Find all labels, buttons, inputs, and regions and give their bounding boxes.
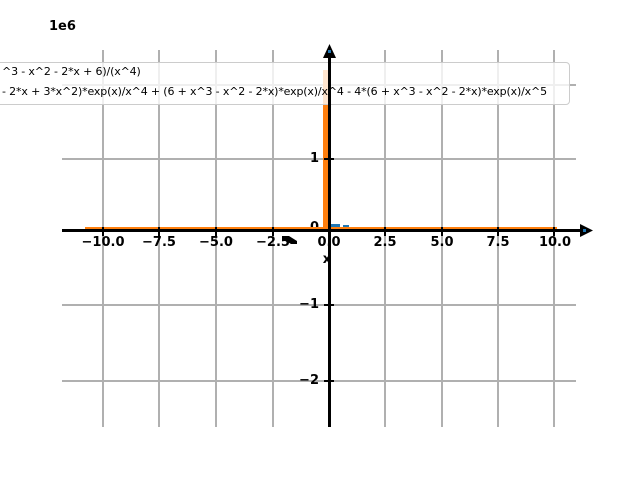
mouse-cursor-icon bbox=[282, 236, 297, 244]
x-tick-label: −5.0 bbox=[199, 235, 233, 250]
gridline bbox=[553, 50, 555, 427]
x-tick-label: 10.0 bbox=[538, 235, 572, 250]
x-axis-arrow-icon bbox=[580, 224, 593, 237]
legend bbox=[0, 62, 570, 105]
gridline bbox=[497, 50, 499, 427]
x-tick-label: 7.5 bbox=[486, 235, 510, 250]
y-tick-label: 1 bbox=[309, 151, 319, 166]
legend-entry-label: - 2*x + 3*x^2)*exp(x)/x^4 + (6 + x^3 - x… bbox=[2, 85, 547, 98]
y-tick-label: −1 bbox=[299, 297, 319, 312]
gridline bbox=[62, 158, 576, 160]
blue-series-dash bbox=[331, 224, 340, 227]
gridline bbox=[272, 50, 274, 427]
x-tick-label: 2.5 bbox=[373, 235, 397, 250]
y-axis-arrow-dot bbox=[328, 50, 331, 53]
gridline bbox=[102, 50, 104, 427]
x-axis-arrow-dot bbox=[583, 229, 586, 232]
y-tick-label: −2 bbox=[299, 373, 319, 388]
gridline bbox=[62, 380, 576, 382]
x-tick-label: −10.0 bbox=[81, 235, 125, 250]
legend-entry-label: ^3 - x^2 - 2*x + 6)/(x^4) bbox=[2, 65, 141, 78]
x-tick-label: −2.5 bbox=[256, 235, 290, 250]
gridline bbox=[384, 50, 386, 427]
x-tick-label: 5.0 bbox=[430, 235, 454, 250]
blue-series-dash bbox=[343, 225, 349, 227]
x-tick-label: −7.5 bbox=[142, 235, 176, 250]
x-axis-line bbox=[62, 229, 584, 232]
gridline bbox=[441, 50, 443, 427]
y-axis-line bbox=[328, 52, 331, 427]
orange-series-spike bbox=[323, 70, 328, 230]
orange-series-line bbox=[85, 227, 557, 230]
gridline bbox=[215, 50, 217, 427]
gridline bbox=[62, 304, 576, 306]
gridline bbox=[158, 50, 160, 427]
y-axis-offset-label: 1e6 bbox=[49, 19, 76, 34]
x-axis-label: x bbox=[322, 252, 332, 267]
